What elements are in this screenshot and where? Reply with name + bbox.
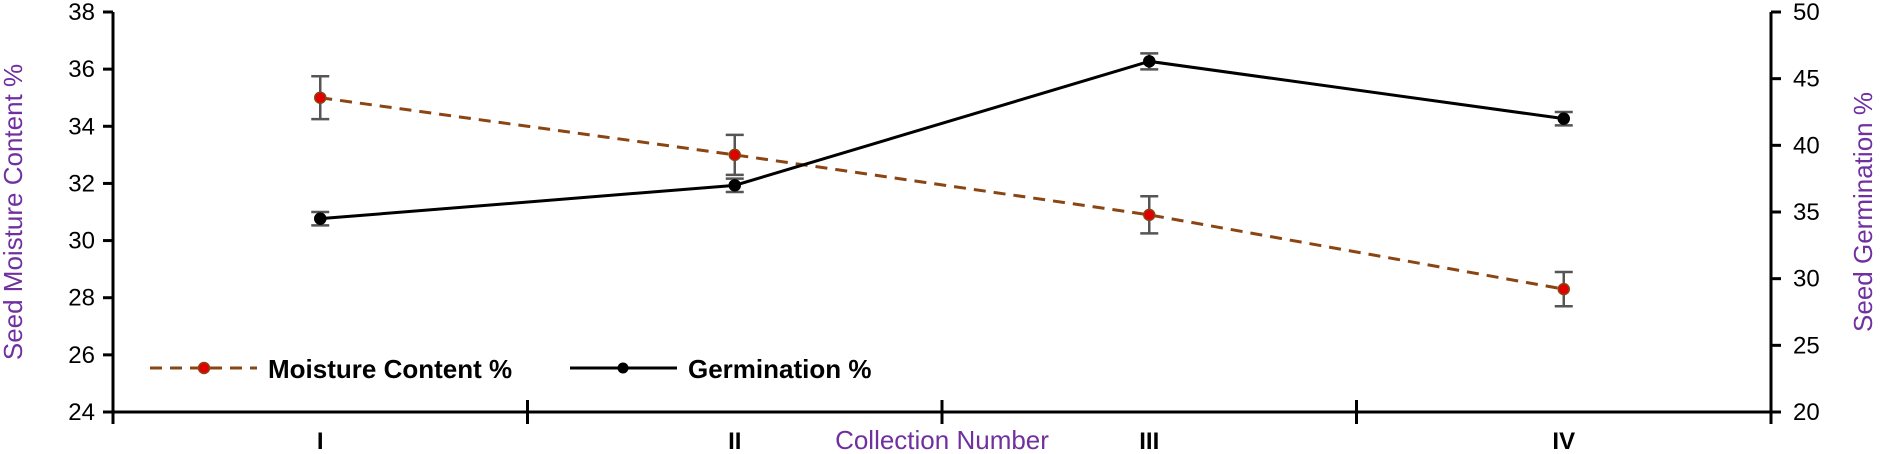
data-point xyxy=(314,91,327,104)
x-category-label: IV xyxy=(1552,428,1575,454)
data-point xyxy=(728,179,741,192)
legend-marker-moisture xyxy=(197,361,211,375)
right-tick-label: 30 xyxy=(1793,266,1820,293)
legend-label-germination: Germination % xyxy=(688,354,871,384)
left-axis: 24 26 28 30 32 34 36 38 xyxy=(68,0,115,426)
x-axis-title: Collection Number xyxy=(835,425,1049,454)
legend-item-germination: Germination % xyxy=(570,354,871,384)
legend-label-moisture: Moisture Content % xyxy=(268,354,512,384)
right-tick-label: 40 xyxy=(1793,132,1820,159)
plot-area xyxy=(311,52,1573,308)
legend-item-moisture: Moisture Content % xyxy=(150,354,512,384)
right-tick-label: 50 xyxy=(1793,0,1820,26)
legend-marker-germination xyxy=(617,362,629,374)
right-tick-label: 25 xyxy=(1793,332,1820,359)
left-tick-label: 34 xyxy=(68,113,95,140)
right-tick-label: 35 xyxy=(1793,199,1820,226)
right-axis: 20 25 30 35 40 45 50 xyxy=(1769,0,1820,426)
left-tick-label: 28 xyxy=(68,285,95,312)
left-tick-label: 26 xyxy=(68,342,95,369)
data-point xyxy=(1557,112,1570,125)
right-tick-label: 20 xyxy=(1793,399,1820,426)
series-line xyxy=(320,59,1564,221)
x-axis-ticks: I II III IV xyxy=(111,400,1773,454)
x-category-label: II xyxy=(728,428,741,454)
legend: Moisture Content % Germination % xyxy=(150,354,871,384)
right-axis-title: Seed Germination % xyxy=(1848,92,1878,332)
data-point xyxy=(728,148,741,162)
right-axis-ticks: 20 25 30 35 40 45 50 xyxy=(1771,0,1820,426)
left-tick-label: 36 xyxy=(68,56,95,83)
data-point xyxy=(314,212,327,225)
data-point xyxy=(1143,55,1156,68)
left-tick-label: 24 xyxy=(68,399,95,426)
left-axis-title: Seed Moisture Content % xyxy=(0,64,28,360)
data-point xyxy=(1557,282,1570,296)
x-category-label: I xyxy=(317,428,324,454)
left-tick-label: 38 xyxy=(68,0,95,26)
right-tick-label: 45 xyxy=(1793,66,1820,93)
x-category-label: III xyxy=(1139,428,1159,454)
data-point xyxy=(1143,208,1156,222)
left-tick-label: 32 xyxy=(68,170,95,197)
left-axis-ticks: 24 26 28 30 32 34 36 38 xyxy=(68,0,113,426)
x-axis: I II III IV xyxy=(111,400,1773,454)
series-moisture xyxy=(311,75,1573,308)
series-germination xyxy=(311,52,1573,227)
series-line xyxy=(320,96,1565,291)
left-tick-label: 30 xyxy=(68,228,95,255)
